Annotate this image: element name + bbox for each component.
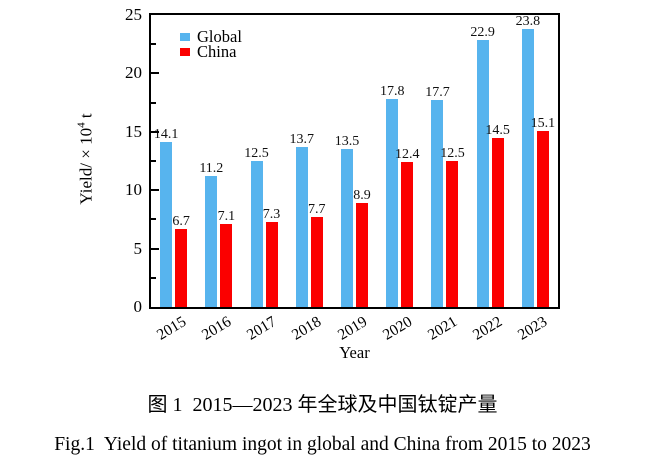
y-axis-title-text: Yield/ × 10	[76, 127, 96, 205]
x-tick-label: 2018	[289, 313, 325, 344]
bar-value-label: 17.7	[425, 85, 450, 101]
y-minor-tick	[151, 160, 156, 162]
bar-global-2016	[205, 176, 218, 307]
y-tick-label: 10	[125, 180, 142, 200]
bar-china-2016	[220, 224, 233, 307]
bar-global-2020	[386, 99, 399, 307]
y-minor-tick	[151, 218, 156, 221]
legend: Global China	[180, 27, 242, 61]
x-tick-label: 2020	[379, 313, 415, 344]
bar-value-label: 6.7	[172, 213, 190, 229]
y-major-tick	[151, 247, 159, 250]
y-minor-tick	[151, 276, 156, 279]
bar-value-label: 12.5	[440, 146, 465, 161]
y-axis-title-exponent: 4	[75, 122, 88, 128]
bar-global-2022	[476, 39, 489, 307]
caption-chinese: 图 1 2015—2023 年全球及中国钛锭产量	[147, 394, 498, 416]
bar-value-label: 11.2	[199, 161, 224, 177]
bar-value-label: 7.3	[262, 206, 281, 222]
x-tick-label: 2023	[515, 313, 551, 344]
bar-value-label: 8.9	[353, 188, 371, 204]
x-tick-label: 2017	[243, 313, 280, 344]
bar-value-label: 7.1	[217, 209, 236, 225]
china-legend-swatch	[180, 47, 190, 56]
bar-value-label: 7.7	[308, 202, 326, 218]
y-tick-label: 5	[133, 238, 143, 258]
bar-value-label: 15.1	[530, 115, 556, 131]
x-tick-label: 2019	[334, 313, 370, 344]
y-tick-label: 25	[125, 5, 142, 24]
x-tick-label: 2022	[470, 313, 506, 344]
x-tick-label: 2016	[198, 313, 235, 344]
global-legend-swatch	[180, 32, 190, 41]
bar-china-2018	[310, 217, 323, 307]
plot-area: Global China 14.1 6.7 11.2 7.1 12.5 7.3 13.7 7.…	[149, 13, 560, 309]
y-major-tick	[151, 189, 159, 192]
bar-value-label: 12.4	[394, 147, 420, 163]
y-axis-title-unit: t	[76, 113, 96, 123]
legend-item-china: China	[180, 42, 242, 61]
y-axis-title: Yield/ × 104 t	[76, 113, 97, 204]
bar-china-2020	[401, 162, 414, 307]
bar-value-label: 22.9	[470, 24, 495, 40]
bar-value-label: 23.8	[515, 14, 541, 30]
x-tick-label: 2015	[153, 313, 189, 344]
bar-china-2015	[175, 228, 188, 307]
y-minor-tick	[151, 101, 156, 104]
bar-china-2019	[356, 203, 368, 307]
caption-english: Fig.1 Yield of titanium ingot in global …	[54, 434, 591, 455]
bar-value-label: 14.1	[153, 127, 179, 143]
bar-china-2017	[265, 221, 278, 307]
legend-item-global: Global	[180, 27, 242, 46]
x-axis-title: Year	[339, 343, 370, 362]
bar-value-label: 14.5	[485, 122, 510, 138]
bar-china-2021	[446, 161, 459, 307]
y-tick-label: 15	[125, 121, 142, 141]
bar-china-2023	[536, 130, 549, 307]
y-tick-label: 0	[133, 297, 143, 316]
bar-global-2018	[295, 146, 308, 307]
bar-global-2023	[521, 29, 534, 307]
bar-global-2017	[250, 161, 263, 307]
bar-value-label: 17.8	[379, 84, 405, 100]
bar-china-2022	[491, 137, 504, 307]
bar-value-label: 13.5	[334, 134, 360, 150]
y-major-tick	[151, 72, 159, 75]
legend-label-global: Global	[197, 27, 242, 46]
bar-global-2019	[341, 149, 353, 307]
legend-label-china: China	[197, 42, 237, 61]
bar-global-2015	[160, 142, 173, 307]
bar-value-label: 13.7	[289, 131, 315, 147]
bar-global-2021	[431, 100, 444, 307]
x-tick-label: 2021	[424, 313, 461, 344]
y-tick-label: 20	[125, 63, 142, 83]
y-major-tick	[151, 130, 159, 133]
y-minor-tick	[151, 43, 156, 46]
bar-value-label: 12.5	[244, 146, 269, 161]
